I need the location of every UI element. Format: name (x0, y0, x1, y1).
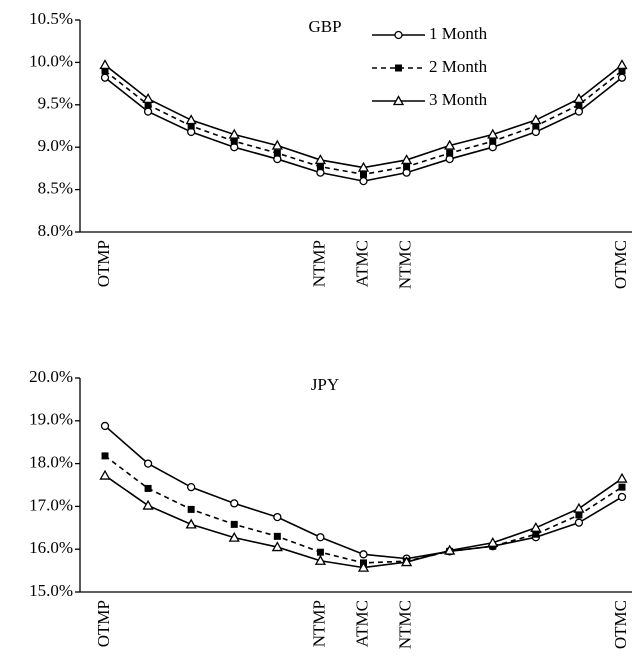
point (230, 499, 239, 508)
point (273, 532, 281, 540)
point (359, 550, 368, 559)
y-tick-label: 8.5% (38, 179, 73, 198)
point (143, 459, 153, 468)
point (230, 137, 238, 145)
x-tick-label: NTMC (395, 600, 414, 649)
x-tick-label: OTMP (94, 600, 113, 647)
chart-title: JPY (311, 375, 339, 394)
legend-label: 2 Month (429, 57, 488, 76)
point (101, 67, 109, 75)
series-line (104, 64, 623, 169)
y-tick-label: 9.0% (38, 136, 73, 155)
point (530, 114, 542, 125)
x-tick-label: OTMC (611, 600, 630, 649)
point (100, 421, 110, 431)
point (400, 154, 413, 165)
point (575, 511, 583, 519)
point (99, 469, 111, 480)
series-line (104, 425, 623, 560)
x-tick-label: NTMP (309, 600, 328, 647)
y-tick-label: 16.0% (29, 538, 73, 557)
x-tick-label: OTMC (611, 240, 630, 289)
point (616, 472, 628, 483)
point (185, 518, 197, 529)
point (444, 139, 456, 150)
point (616, 59, 628, 70)
y-tick-label: 20.0% (29, 367, 73, 386)
point (403, 163, 411, 171)
point (273, 149, 281, 157)
x-tick-label: OTMP (94, 240, 113, 287)
point (314, 554, 327, 565)
point (357, 161, 370, 172)
point (101, 452, 109, 460)
point (273, 512, 282, 522)
point (228, 128, 240, 139)
point (187, 122, 195, 130)
point (187, 482, 196, 492)
point (144, 484, 152, 492)
point (618, 67, 626, 75)
point (573, 502, 585, 513)
point (574, 518, 584, 527)
point (316, 163, 324, 171)
point (316, 548, 324, 556)
point (187, 505, 195, 513)
point (143, 107, 153, 116)
x-tick-label: NTMP (309, 240, 328, 287)
point (446, 149, 454, 157)
point (228, 531, 240, 542)
point (617, 73, 627, 82)
point (487, 128, 499, 139)
x-tick-label: ATMC (352, 240, 371, 287)
y-tick-label: 9.5% (38, 94, 73, 113)
point (395, 64, 402, 72)
y-tick-label: 18.0% (29, 453, 73, 472)
point (573, 93, 585, 104)
point (617, 492, 627, 502)
point (618, 483, 626, 491)
point (574, 107, 584, 116)
series-line (104, 70, 623, 176)
point (185, 114, 197, 125)
y-tick-label: 19.0% (29, 410, 73, 429)
point (444, 544, 456, 555)
point (230, 520, 238, 528)
point (357, 561, 370, 572)
point (359, 176, 368, 186)
x-tick-label: NTMC (395, 240, 414, 289)
legend-label: 3 Month (429, 90, 488, 109)
point (142, 93, 154, 104)
y-tick-label: 8.0% (38, 221, 73, 240)
point (489, 137, 497, 145)
point (144, 101, 152, 109)
point (392, 95, 405, 106)
point (532, 122, 540, 130)
y-tick-label: 10.0% (29, 51, 73, 70)
point (314, 154, 327, 165)
point (575, 101, 583, 109)
point (142, 499, 154, 510)
point (400, 556, 413, 567)
y-tick-label: 10.5% (29, 9, 73, 28)
point (271, 139, 283, 150)
point (532, 530, 540, 538)
x-tick-label: ATMC (352, 600, 371, 647)
point (530, 521, 542, 532)
point (487, 536, 499, 547)
legend-label: 1 Month (429, 24, 488, 43)
series-line (104, 455, 623, 564)
y-tick-label: 17.0% (29, 495, 73, 514)
point (394, 30, 403, 40)
point (316, 533, 325, 542)
point (271, 541, 283, 552)
point (100, 73, 110, 82)
point (99, 59, 111, 70)
point (360, 170, 367, 178)
y-tick-label: 15.0% (29, 581, 73, 600)
chart-title: GBP (308, 17, 341, 36)
